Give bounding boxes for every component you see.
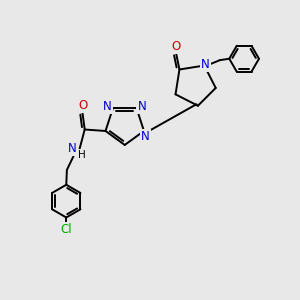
Text: N: N (103, 100, 112, 112)
Text: N: N (138, 100, 146, 112)
Text: O: O (78, 99, 88, 112)
Text: N: N (201, 58, 210, 71)
Text: N: N (141, 130, 149, 143)
Text: Cl: Cl (61, 223, 72, 236)
Text: N: N (68, 142, 76, 155)
Text: H: H (78, 150, 85, 160)
Text: O: O (172, 40, 181, 53)
